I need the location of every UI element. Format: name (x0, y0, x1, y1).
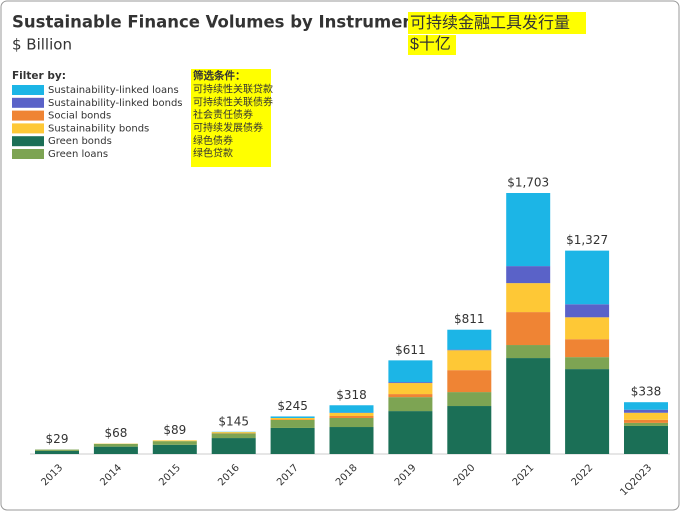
bar-segment (447, 370, 492, 393)
bar-segment (270, 419, 315, 428)
bar-segment (388, 383, 433, 395)
annotation-legend-label: 可持续性关联债券 (193, 95, 273, 108)
bar-segment (624, 412, 668, 420)
bar-segment (329, 412, 374, 416)
bar-segment (211, 433, 256, 439)
bar-segment (388, 411, 433, 454)
total-label: $811 (454, 312, 485, 326)
bar-segment (624, 402, 668, 410)
total-label: $89 (163, 423, 186, 437)
bar-segment (270, 427, 315, 454)
annotation-bg (191, 69, 271, 167)
legend-label: Sustainability-linked bonds (48, 98, 183, 109)
legend-label: Green bonds (48, 136, 112, 147)
bar-segment (565, 339, 610, 358)
annotation-bg (408, 12, 586, 34)
legend-label: Sustainability bonds (48, 123, 149, 134)
bar-segment (506, 266, 551, 284)
annotation-legend-title: 筛选条件： (193, 69, 246, 82)
bar-segment (211, 438, 256, 454)
annotation-bg (408, 35, 456, 55)
bar-segment (506, 358, 551, 454)
bar-segment (447, 350, 492, 371)
bar-segment (329, 417, 374, 428)
total-label: $29 (46, 432, 69, 446)
legend-title: Filter by: (12, 70, 66, 82)
bar-segment (506, 345, 551, 359)
bar-segment (506, 312, 551, 346)
bar-segment (329, 427, 374, 454)
bar-segment (565, 304, 610, 318)
bar-segment (388, 360, 433, 383)
bar-segment (447, 406, 492, 454)
annotation-legend-label: 绿色债券 (193, 134, 233, 147)
bar-segment (388, 382, 433, 384)
annotation-legend-label: 绿色贷款 (193, 147, 233, 160)
bar-segment (388, 394, 433, 398)
legend-swatch (12, 123, 44, 134)
bar-segment (270, 416, 315, 418)
legend-label: Green loans (48, 149, 108, 160)
legend-swatch (12, 110, 44, 121)
annotation-legend-label: 社会责任债券 (193, 108, 253, 121)
bar-segment (93, 443, 138, 447)
bar-segment (565, 317, 610, 340)
bar-segment (506, 193, 551, 267)
bar-segment (624, 409, 668, 413)
bar-segment (565, 369, 610, 454)
legend-swatch (12, 136, 44, 147)
bar-segment (447, 329, 492, 350)
total-label: $1,703 (507, 176, 549, 190)
bar-segment (565, 250, 610, 305)
legend-swatch (12, 85, 44, 95)
bar-segment (447, 349, 492, 351)
total-label: $338 (631, 385, 662, 399)
bar-segment (447, 392, 492, 407)
total-label: $611 (395, 343, 426, 357)
legend-swatch (12, 97, 44, 108)
bar-segment (624, 425, 668, 454)
legend-swatch (12, 149, 44, 159)
annotation-legend-label: 可持续性关联贷款 (193, 83, 273, 96)
legend-label: Sustainability-linked loans (48, 85, 179, 96)
total-label: $245 (277, 399, 308, 413)
annotation-subtitle: $十亿 (410, 35, 451, 53)
total-label: $1,327 (566, 233, 608, 247)
total-label: $145 (218, 414, 249, 428)
annotation-title: 可持续金融工具发行量 (410, 14, 570, 32)
chart-subtitle: $ Billion (12, 36, 72, 54)
total-label: $318 (336, 388, 367, 402)
legend-label: Social bonds (48, 111, 111, 122)
bar-segment (211, 432, 256, 434)
bar-segment (152, 444, 197, 454)
bar-segment (624, 422, 668, 426)
bar-segment (35, 450, 79, 454)
bar-segment (388, 397, 433, 412)
chart-title: Sustainable Finance Volumes by Instrumen… (12, 13, 422, 32)
bar-segment (329, 405, 374, 413)
bar-segment (152, 441, 197, 445)
bar-segment (35, 449, 79, 451)
bar-segment (270, 417, 315, 420)
bar-segment (152, 440, 197, 442)
annotation-legend-label: 可持续发展债券 (193, 121, 263, 134)
bar-segment (506, 283, 551, 313)
bar-segment (93, 446, 138, 454)
total-label: $68 (104, 426, 127, 440)
bar-segment (624, 419, 668, 423)
bar-segment (329, 415, 374, 418)
bar-segment (565, 357, 610, 370)
